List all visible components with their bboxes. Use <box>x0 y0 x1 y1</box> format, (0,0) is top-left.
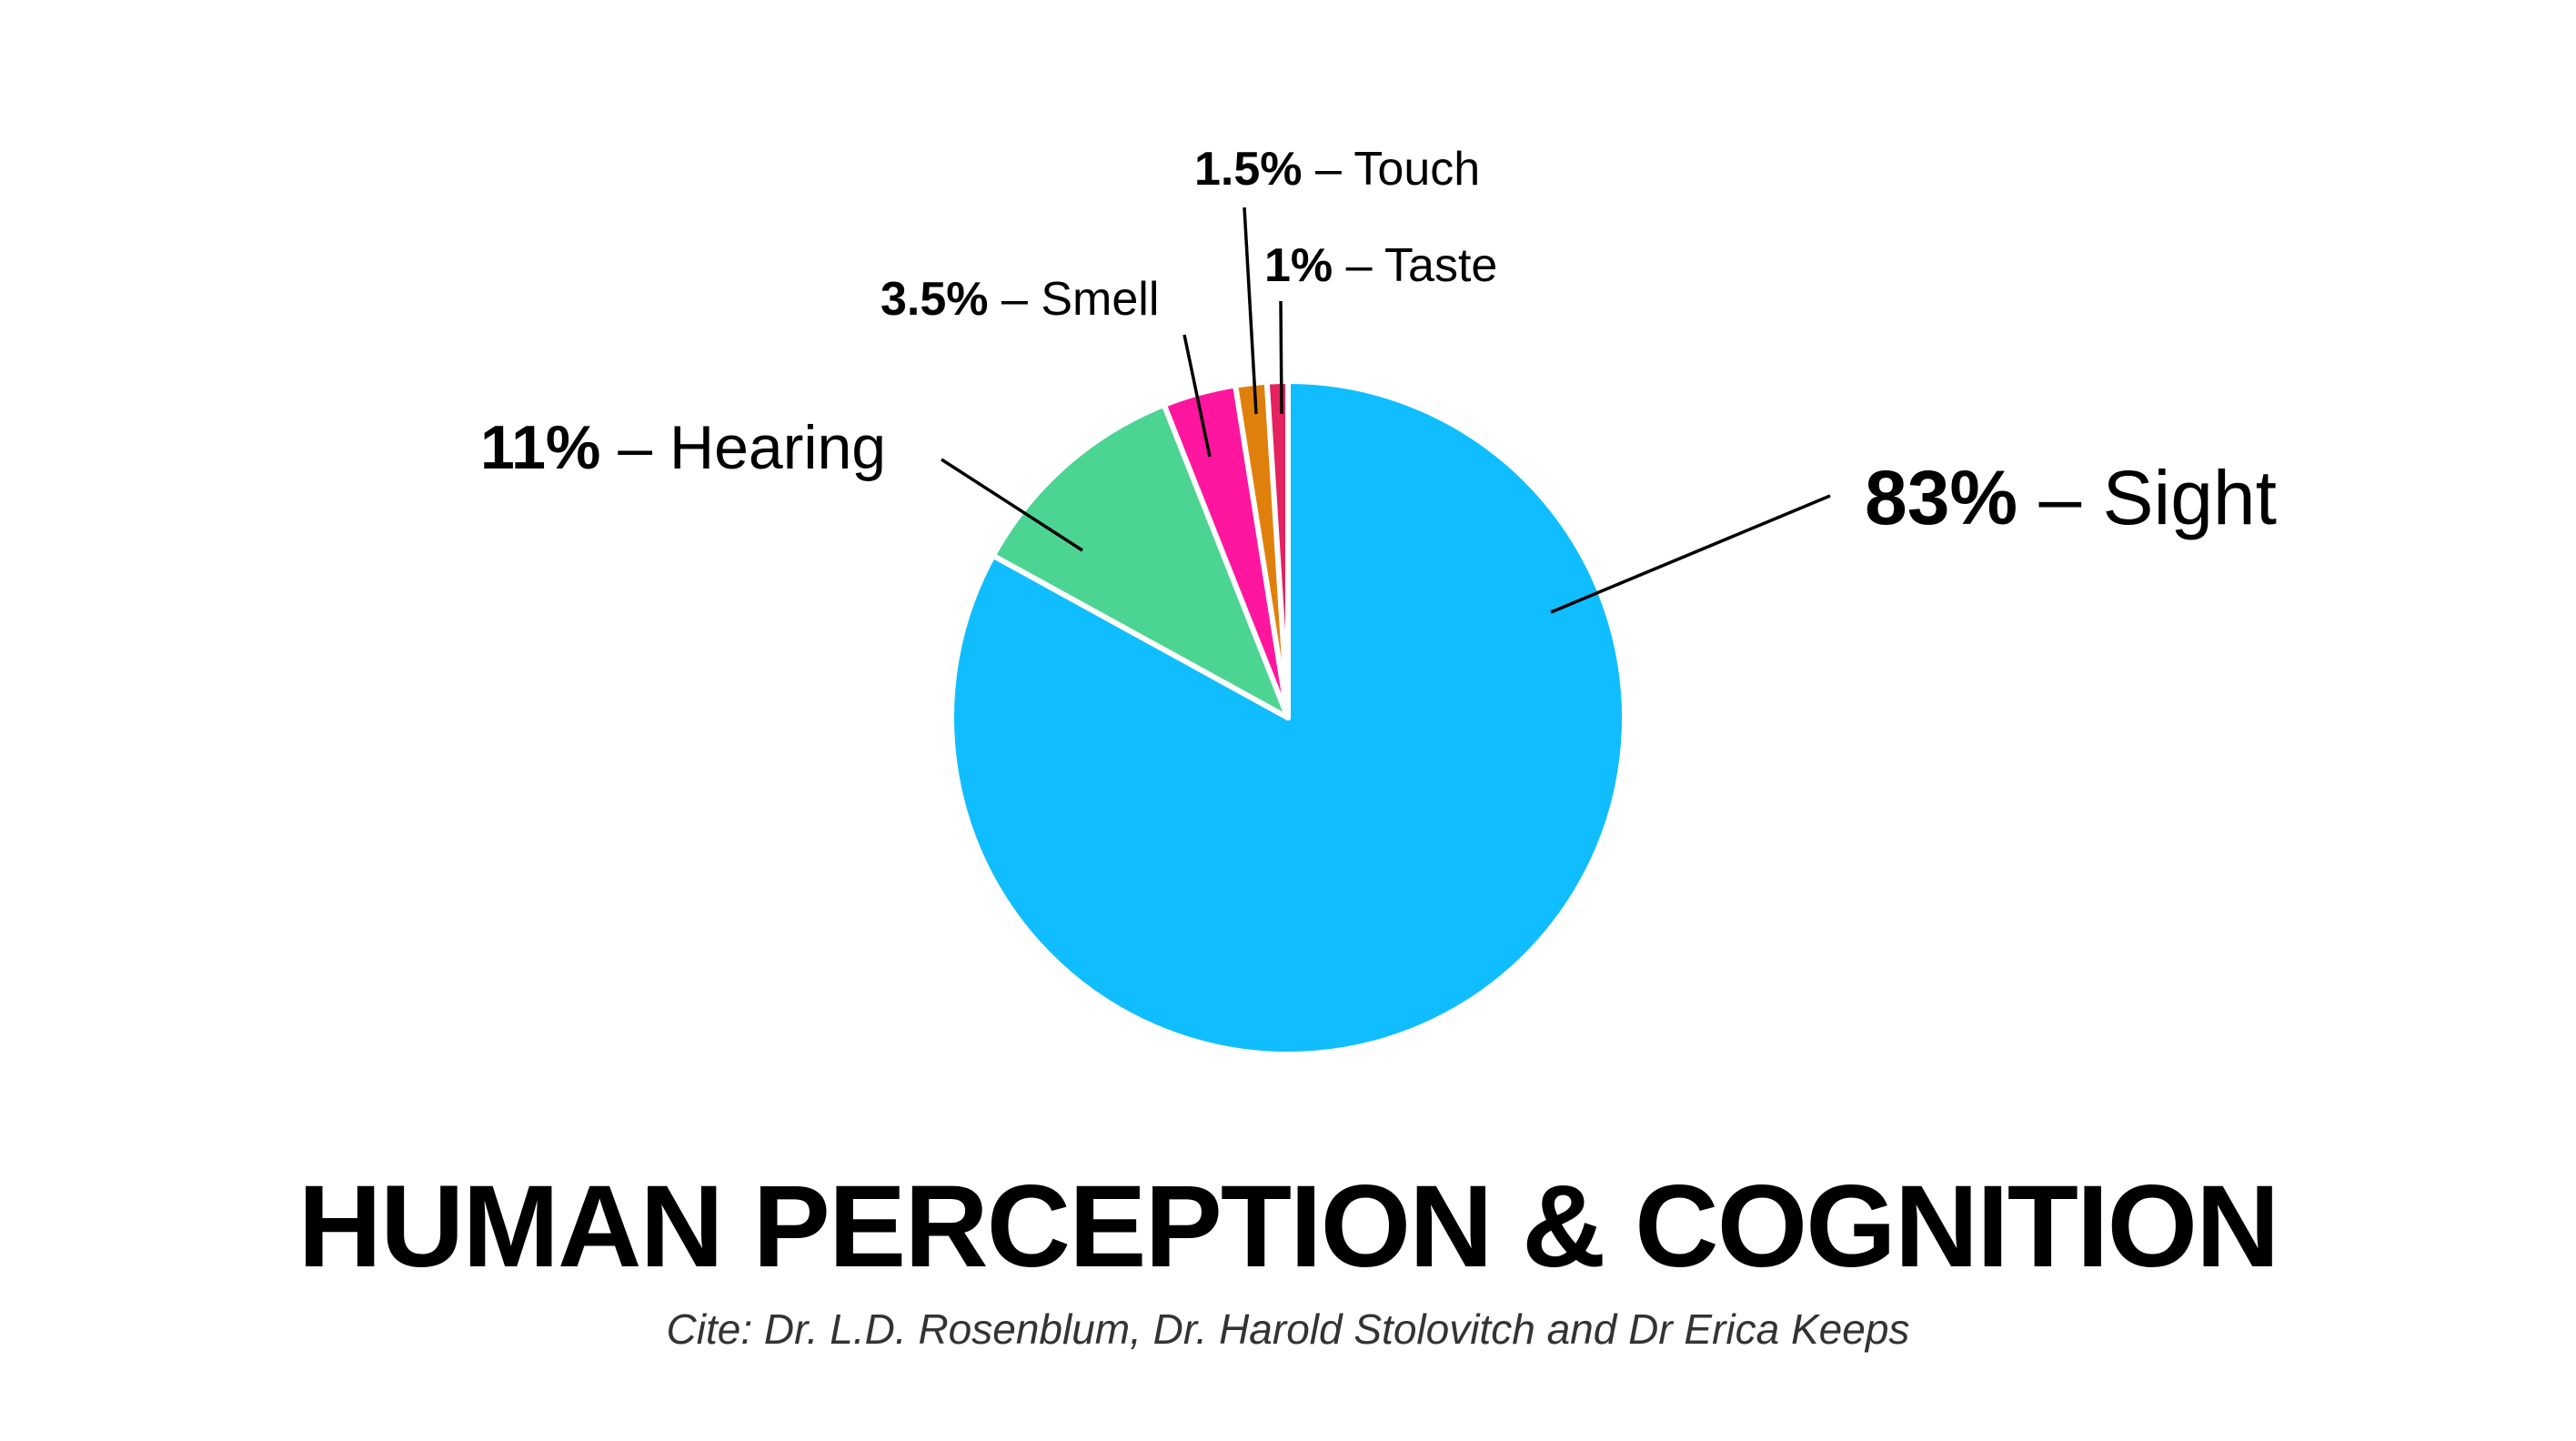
label-smell-pct: 3.5% <box>880 273 989 326</box>
leader-line-smell <box>1182 334 1212 458</box>
label-sight-pct: 83% <box>1865 455 2018 540</box>
label-hearing-pct: 11% <box>480 413 601 482</box>
slice-taste <box>1263 378 1291 720</box>
label-taste: 1% – Taste <box>1264 242 1497 289</box>
leader-line-sight <box>1550 494 1831 614</box>
label-smell: 3.5% – Smell <box>880 276 1159 323</box>
leader-line-hearing <box>941 458 1083 552</box>
leader-line-taste <box>1279 300 1283 415</box>
label-taste-text: – Taste <box>1333 239 1498 292</box>
label-touch: 1.5% – Touch <box>1194 146 1480 193</box>
citation: Cite: Dr. L.D. Rosenblum, Dr. Harold Sto… <box>666 1305 1910 1353</box>
label-touch-pct: 1.5% <box>1194 143 1303 196</box>
label-taste-pct: 1% <box>1264 239 1333 292</box>
label-hearing-text: – Hearing <box>600 413 887 482</box>
label-sight: 83% – Sight <box>1865 459 2277 536</box>
slice-hearing <box>990 401 1291 720</box>
label-smell-text: – Smell <box>988 273 1160 326</box>
leader-line-touch <box>1243 207 1258 415</box>
label-sight-text: – Sight <box>2018 455 2277 540</box>
label-touch-text: – Touch <box>1302 143 1481 196</box>
label-hearing: 11% – Hearing <box>480 417 886 479</box>
chart-title: HUMAN PERCEPTION & COGNITION <box>297 1162 2280 1292</box>
